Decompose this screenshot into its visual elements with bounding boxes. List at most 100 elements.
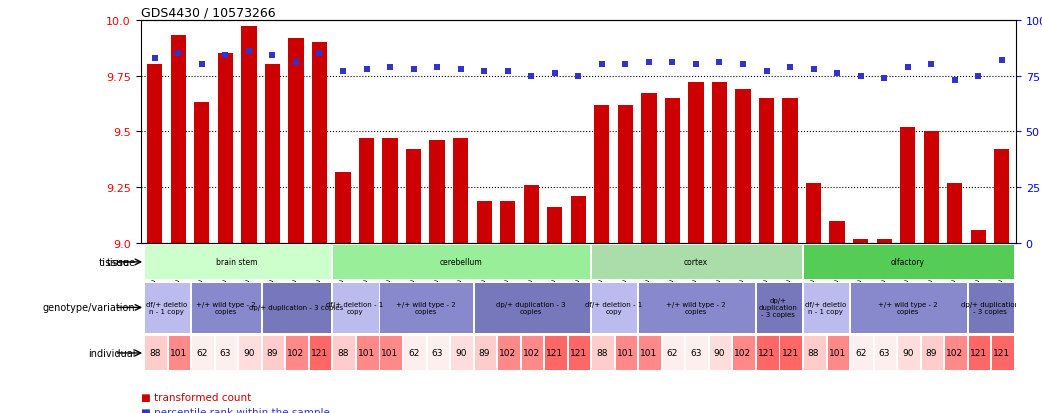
- Bar: [450, 336, 473, 370]
- Text: 62: 62: [196, 349, 207, 358]
- Point: [241, 49, 257, 55]
- Bar: [144, 336, 167, 370]
- Text: df/+ deletion - 1
copy: df/+ deletion - 1 copy: [326, 301, 383, 314]
- Bar: [336, 172, 351, 244]
- Text: 121: 121: [570, 349, 587, 358]
- Bar: [759, 99, 774, 244]
- Text: 102: 102: [288, 349, 304, 358]
- Text: +/+ wild type - 2
copies: +/+ wild type - 2 copies: [666, 301, 726, 314]
- Text: 88: 88: [808, 349, 819, 358]
- Point: [429, 64, 446, 71]
- Bar: [523, 186, 539, 244]
- Bar: [755, 282, 802, 333]
- Point: [923, 62, 940, 69]
- Bar: [733, 336, 755, 370]
- Bar: [803, 245, 1014, 280]
- Text: 101: 101: [640, 349, 658, 358]
- Bar: [194, 103, 209, 244]
- Bar: [332, 282, 378, 333]
- Text: 90: 90: [243, 349, 254, 358]
- Bar: [591, 336, 614, 370]
- Bar: [168, 336, 191, 370]
- Bar: [641, 94, 656, 244]
- Point: [334, 69, 351, 75]
- Point: [546, 71, 563, 78]
- Bar: [689, 83, 703, 244]
- Text: tissue: tissue: [106, 257, 135, 267]
- Bar: [332, 336, 355, 370]
- Point: [899, 64, 916, 71]
- Bar: [712, 83, 727, 244]
- Point: [688, 62, 704, 69]
- Bar: [147, 65, 163, 244]
- Text: dp/+
duplication
- 3 copies: dp/+ duplication - 3 copies: [759, 298, 798, 318]
- Bar: [709, 336, 731, 370]
- Bar: [239, 336, 260, 370]
- Text: brain stem: brain stem: [217, 258, 257, 267]
- Point: [264, 53, 280, 59]
- Bar: [356, 336, 378, 370]
- Bar: [426, 336, 449, 370]
- Bar: [192, 282, 260, 333]
- Text: 102: 102: [946, 349, 964, 358]
- Point: [594, 62, 611, 69]
- Text: 90: 90: [902, 349, 914, 358]
- Point: [358, 66, 375, 73]
- Point: [993, 57, 1010, 64]
- Bar: [262, 336, 284, 370]
- Bar: [639, 336, 661, 370]
- Text: 101: 101: [828, 349, 846, 358]
- Point: [288, 60, 304, 66]
- Bar: [618, 105, 632, 244]
- Point: [405, 66, 422, 73]
- Text: 89: 89: [925, 349, 937, 358]
- Bar: [665, 99, 680, 244]
- Text: 121: 121: [758, 349, 775, 358]
- Bar: [591, 245, 802, 280]
- Bar: [921, 336, 943, 370]
- Text: 63: 63: [220, 349, 231, 358]
- Text: dp/+ duplication
- 3 copies: dp/+ duplication - 3 copies: [961, 301, 1019, 314]
- Point: [759, 69, 775, 75]
- Point: [476, 69, 493, 75]
- Bar: [547, 208, 563, 244]
- Text: 88: 88: [149, 349, 160, 358]
- Text: 121: 121: [970, 349, 987, 358]
- Point: [217, 53, 233, 59]
- Bar: [826, 336, 849, 370]
- Point: [641, 60, 658, 66]
- Point: [499, 69, 516, 75]
- Bar: [873, 336, 896, 370]
- Bar: [332, 245, 591, 280]
- Bar: [783, 99, 798, 244]
- Bar: [805, 183, 821, 244]
- Text: df/+ deletio
n - 1 copy: df/+ deletio n - 1 copy: [146, 301, 188, 314]
- Text: ■ transformed count: ■ transformed count: [141, 392, 251, 402]
- Bar: [379, 282, 473, 333]
- Text: 88: 88: [338, 349, 349, 358]
- Text: +/+ wild type - 2
copies: +/+ wild type - 2 copies: [396, 301, 455, 314]
- Bar: [923, 132, 939, 244]
- Text: 62: 62: [407, 349, 419, 358]
- Text: 121: 121: [546, 349, 564, 358]
- Bar: [192, 336, 214, 370]
- Bar: [615, 336, 638, 370]
- Point: [664, 60, 680, 66]
- Text: 102: 102: [523, 349, 540, 358]
- Bar: [474, 282, 591, 333]
- Text: dp/+ duplication - 3 copies: dp/+ duplication - 3 copies: [249, 305, 343, 311]
- Bar: [568, 336, 591, 370]
- Bar: [262, 282, 331, 333]
- Bar: [215, 336, 238, 370]
- Bar: [736, 90, 750, 244]
- Text: 89: 89: [478, 349, 490, 358]
- Point: [970, 73, 987, 80]
- Text: cortex: cortex: [684, 258, 708, 267]
- Bar: [429, 141, 445, 244]
- Text: tissue: tissue: [99, 257, 130, 267]
- Bar: [971, 230, 986, 244]
- Bar: [991, 336, 1014, 370]
- Point: [570, 73, 587, 80]
- Text: 121: 121: [993, 349, 1011, 358]
- Point: [312, 51, 328, 57]
